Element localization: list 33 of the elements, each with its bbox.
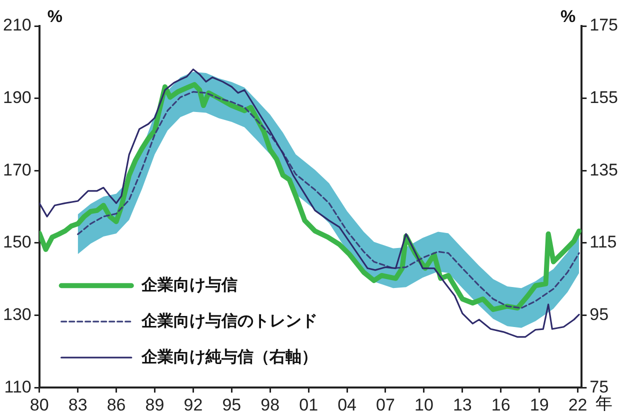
y-axis-title: % [47,7,62,26]
y2-tick-label: 75 [590,377,609,396]
y2-tick-label: 155 [590,88,618,108]
x-tick-label: 22 [568,395,588,414]
x-tick-label: 07 [376,395,395,414]
legend-label: 企業向け純与信（右軸） [140,348,318,366]
x-tick-label: 95 [222,395,242,414]
x-tick-label: 83 [68,395,88,414]
y2-tick-label: 135 [590,160,618,180]
y2-tick-label: 115 [590,232,617,252]
x-tick-label: 98 [260,395,280,414]
y-tick-label: 170 [2,160,32,180]
x-tick-label: 13 [452,395,472,414]
x-tick-label: 80 [30,395,49,414]
legend-label: 企業向け与信 [140,276,238,294]
y-tick-label: 130 [2,304,32,324]
y-tick-label: 210 [2,16,32,35]
x-tick-label: 01 [299,395,318,414]
legend-label: 企業向け与信のトレンド [140,312,318,330]
x-tick-label: 10 [414,395,434,414]
x-tick-label: 04 [338,395,356,414]
y2-tick-label: 175 [590,16,618,35]
y-tick-label: 190 [2,88,32,108]
x-tick-label: 86 [106,395,126,414]
y2-axis-title: % [560,7,576,26]
x-axis-title: 年 [596,394,613,413]
x-tick-label: 19 [530,395,549,414]
x-tick-label: 92 [184,395,203,414]
x-tick-label: 89 [145,395,164,414]
y2-tick-label: 95 [590,304,609,324]
y-tick-label: 150 [2,232,32,252]
y-tick-label: 110 [4,377,32,396]
x-tick-label: 16 [491,395,510,414]
